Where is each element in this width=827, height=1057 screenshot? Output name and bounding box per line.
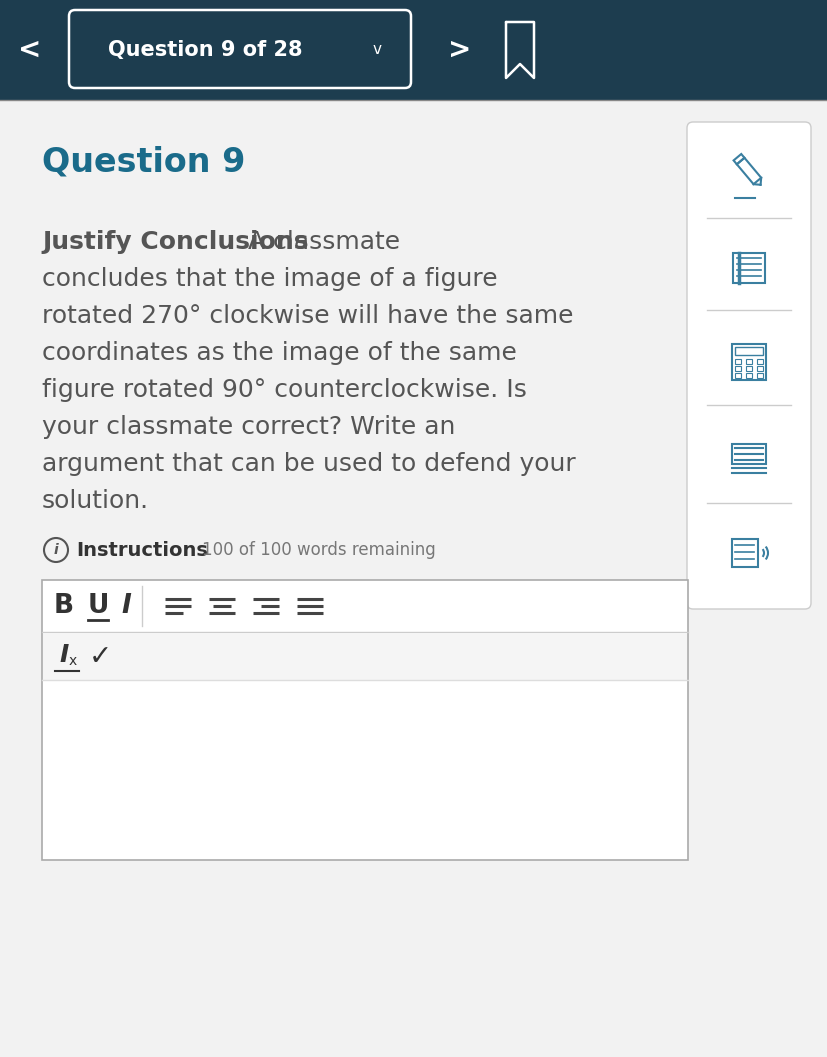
Text: I: I: [121, 593, 131, 619]
Text: figure rotated 90° counterclockwise. Is: figure rotated 90° counterclockwise. Is: [42, 378, 526, 402]
Bar: [731, 344, 765, 381]
FancyBboxPatch shape: [686, 122, 810, 609]
Text: i: i: [54, 543, 59, 557]
Text: solution.: solution.: [42, 489, 149, 513]
Text: argument that can be used to defend your: argument that can be used to defend your: [42, 452, 575, 476]
Bar: [731, 444, 765, 464]
Text: ✓: ✓: [88, 643, 112, 671]
Text: U: U: [87, 593, 108, 619]
Bar: [734, 366, 740, 371]
Text: rotated 270° clockwise will have the same: rotated 270° clockwise will have the sam…: [42, 304, 573, 328]
Bar: [756, 373, 762, 378]
Bar: [42, 580, 687, 860]
Text: B: B: [54, 593, 74, 619]
Bar: [731, 539, 757, 567]
FancyBboxPatch shape: [69, 10, 410, 88]
Bar: [732, 253, 764, 283]
Text: Instructions: Instructions: [76, 540, 208, 559]
Bar: [756, 366, 762, 371]
Text: Justify Conclusions: Justify Conclusions: [42, 230, 308, 254]
Text: I: I: [60, 643, 69, 667]
Bar: [734, 373, 740, 378]
Bar: [0, 0, 827, 100]
Bar: [734, 347, 762, 355]
Text: x: x: [69, 654, 77, 668]
Text: v: v: [372, 42, 381, 57]
Text: 100 of 100 words remaining: 100 of 100 words remaining: [202, 541, 435, 559]
Text: Question 9: Question 9: [42, 146, 245, 179]
Bar: [734, 359, 740, 364]
Text: Question 9 of 28: Question 9 of 28: [108, 40, 302, 60]
Text: coordinates as the image of the same: coordinates as the image of the same: [42, 341, 516, 365]
Bar: [43, 634, 686, 680]
Bar: [756, 359, 762, 364]
Bar: [745, 359, 751, 364]
Text: concludes that the image of a figure: concludes that the image of a figure: [42, 267, 497, 291]
Text: A classmate: A classmate: [232, 230, 399, 254]
Text: >: >: [447, 36, 471, 64]
Text: <: <: [18, 36, 41, 64]
Bar: [745, 366, 751, 371]
Bar: [745, 373, 751, 378]
Text: your classmate correct? Write an: your classmate correct? Write an: [42, 415, 455, 439]
